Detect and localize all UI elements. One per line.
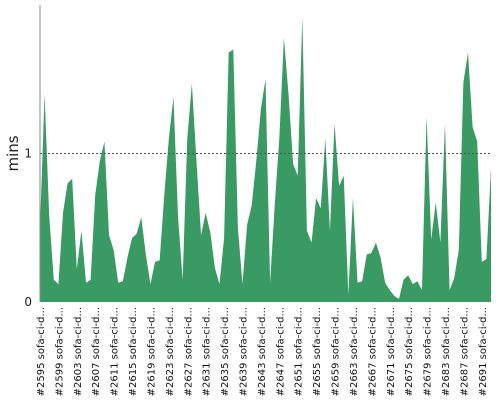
x-tick-label: #2667 sofa-ci-d...: [367, 307, 378, 396]
x-tick-label: #2691 sofa-ci-d...: [478, 307, 489, 396]
x-tick-label: #2639 sofa-ci-d...: [238, 307, 249, 396]
x-tick-label: #2611 sofa-ci-d...: [110, 307, 121, 396]
x-axis-ticks: #2595 sofa-ci-d... #2599 sofa-ci-d... #260…: [36, 307, 489, 396]
x-tick-label: #2623 sofa-ci-d...: [165, 307, 176, 396]
y-axis-ticks: 01: [24, 147, 32, 310]
x-tick-label: #2643 sofa-ci-d...: [257, 307, 268, 396]
x-tick-label: #2655 sofa-ci-d...: [312, 307, 323, 396]
x-tick-label: #2687 sofa-ci-d...: [459, 307, 470, 396]
x-tick-label: #2615 sofa-ci-d...: [128, 307, 139, 396]
y-tick-label: 1: [24, 147, 32, 161]
x-tick-label: #2651 sofa-ci-d...: [294, 307, 305, 396]
x-tick-label: #2647 sofa-ci-d...: [275, 307, 286, 396]
x-tick-label: #2619 sofa-ci-d...: [146, 307, 157, 396]
x-tick-label: #2603 sofa-ci-d...: [73, 307, 84, 396]
x-tick-label: #2635 sofa-ci-d...: [220, 307, 231, 396]
y-tick-label: 0: [24, 295, 32, 309]
x-tick-label: #2595 sofa-ci-d...: [36, 307, 47, 396]
y-axis-label: mins: [4, 135, 22, 171]
x-tick-label: #2659 sofa-ci-d...: [331, 307, 342, 396]
x-tick-label: #2675 sofa-ci-d...: [404, 307, 415, 396]
x-tick-label: #2683 sofa-ci-d...: [441, 307, 452, 396]
plot-area: [39, 5, 491, 302]
duration-area: [40, 16, 491, 302]
x-tick-label: #2607 sofa-ci-d...: [91, 307, 102, 396]
x-tick-label: #2679 sofa-ci-d...: [423, 307, 434, 396]
x-tick-label: #2671 sofa-ci-d...: [386, 307, 397, 396]
x-tick-label: #2599 sofa-ci-d...: [54, 307, 65, 396]
x-tick-label: #2663 sofa-ci-d...: [349, 307, 360, 396]
x-tick-label: #2631 sofa-ci-d...: [202, 307, 213, 396]
x-tick-label: #2627 sofa-ci-d...: [183, 307, 194, 396]
